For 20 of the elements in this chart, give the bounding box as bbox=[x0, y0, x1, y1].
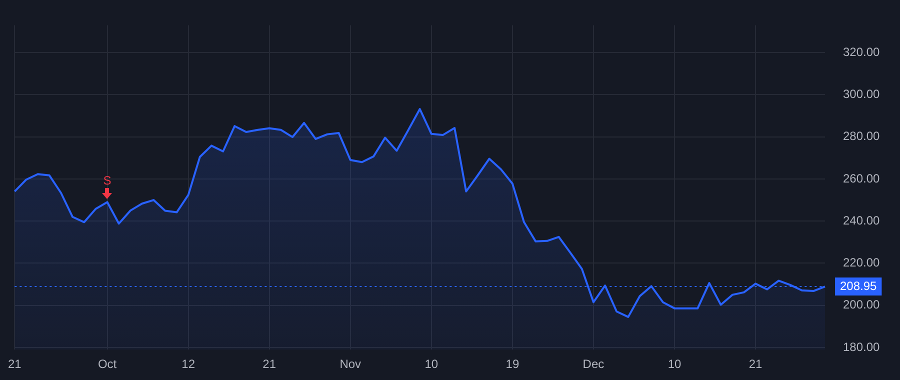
x-tick-label: 21 bbox=[748, 357, 763, 372]
y-tick-label: 300.00 bbox=[843, 87, 880, 102]
annotation: S bbox=[103, 173, 112, 188]
y-tick-label: 320.00 bbox=[843, 44, 880, 59]
y-tick-label: 220.00 bbox=[843, 256, 880, 270]
x-tick-label: 12 bbox=[182, 357, 196, 372]
y-tick-label: 280.00 bbox=[843, 129, 880, 144]
x-tick-label: 10 bbox=[668, 357, 682, 372]
x-tick-label: 19 bbox=[506, 357, 520, 372]
x-tick-label: Oct bbox=[98, 357, 118, 372]
x-tick-label: 10 bbox=[424, 357, 438, 372]
y-tick-label: 180.00 bbox=[843, 340, 880, 354]
y-tick-label: 240.00 bbox=[843, 213, 880, 228]
y-tick-label: 200.00 bbox=[843, 298, 880, 312]
x-tick-label: Dec bbox=[582, 357, 604, 372]
x-tick-label: Nov bbox=[340, 357, 362, 372]
x-tick-label: 21 bbox=[8, 357, 22, 372]
y-tick-label: 260.00 bbox=[843, 171, 880, 186]
x-tick-label: 21 bbox=[262, 357, 276, 372]
ref-line-label: 208.95 bbox=[840, 278, 878, 293]
